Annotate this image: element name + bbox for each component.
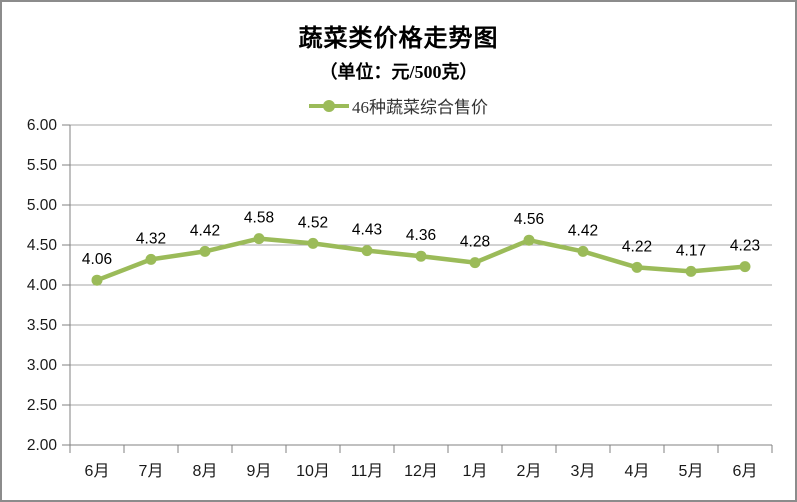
x-tick-label: 8月: [193, 463, 218, 480]
data-label: 4.52: [298, 214, 328, 231]
data-point-marker: [307, 237, 319, 249]
data-label: 4.43: [352, 222, 382, 239]
y-tick-label: 3.50: [27, 317, 58, 334]
data-label: 4.42: [190, 222, 220, 239]
y-tick-label: 5.00: [27, 197, 58, 214]
data-label: 4.22: [622, 238, 652, 255]
x-tick-label: 6月: [85, 463, 110, 480]
data-label: 4.42: [568, 222, 598, 239]
data-point-marker: [469, 257, 481, 269]
y-tick-label: 3.00: [27, 357, 58, 374]
x-tick-label: 6月: [733, 463, 758, 480]
data-label: 4.28: [460, 234, 490, 251]
data-point-marker: [685, 265, 697, 277]
x-tick-label: 5月: [679, 463, 704, 480]
data-label: 4.23: [730, 238, 760, 255]
y-tick-label: 5.50: [27, 157, 58, 174]
data-label: 4.36: [406, 227, 436, 244]
x-tick-label: 2月: [517, 463, 542, 480]
y-tick-label: 4.00: [27, 277, 58, 294]
data-label: 4.32: [136, 230, 166, 247]
data-point-marker: [145, 253, 157, 265]
data-point-marker: [577, 245, 589, 257]
data-point-marker: [523, 234, 535, 246]
data-label: 4.58: [244, 210, 274, 227]
y-tick-label: 4.50: [27, 237, 58, 254]
data-point-marker: [631, 261, 643, 273]
x-tick-label: 11月: [351, 463, 384, 480]
data-label: 4.06: [82, 251, 112, 268]
y-tick-label: 6.00: [27, 117, 58, 134]
x-tick-label: 12月: [404, 463, 438, 480]
x-tick-label: 3月: [571, 463, 596, 480]
y-tick-label: 2.50: [27, 397, 58, 414]
data-point-marker: [415, 250, 427, 262]
y-tick-label: 2.00: [27, 437, 58, 454]
data-point-marker: [739, 261, 751, 273]
data-point-marker: [91, 274, 103, 286]
data-point-marker: [253, 233, 265, 245]
data-label: 4.17: [676, 242, 706, 259]
x-tick-label: 10月: [296, 463, 330, 480]
data-point-marker: [199, 245, 211, 257]
x-tick-label: 4月: [625, 463, 650, 480]
x-tick-label: 9月: [247, 463, 272, 480]
x-tick-label: 7月: [139, 463, 164, 480]
data-point-marker: [361, 245, 373, 257]
data-label: 4.56: [514, 211, 544, 228]
x-tick-label: 1月: [463, 463, 488, 480]
